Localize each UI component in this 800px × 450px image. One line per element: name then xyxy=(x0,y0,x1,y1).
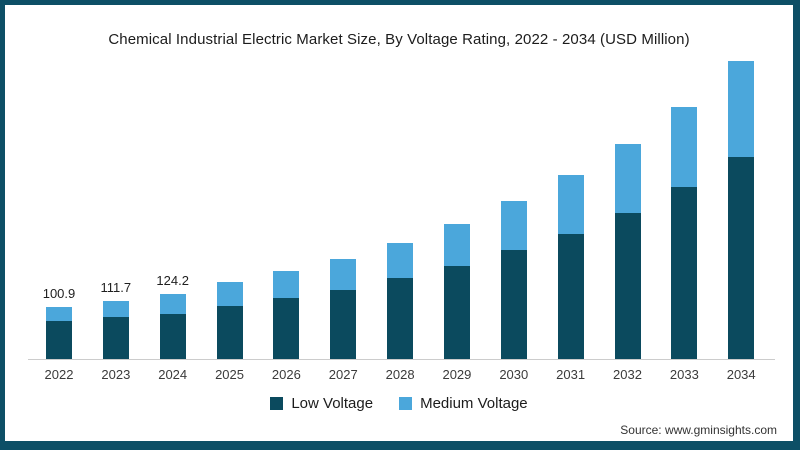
bar-segment-medium-voltage-2026 xyxy=(273,270,300,299)
legend-item-low-voltage: Low Voltage xyxy=(270,395,373,412)
bar-segment-medium-voltage-2029 xyxy=(443,224,470,267)
chart-title: Chemical Industrial Electric Market Size… xyxy=(108,31,690,48)
legend-swatch-medium-voltage-icon xyxy=(399,397,413,410)
x-axis-line xyxy=(28,359,775,360)
bar-2032 xyxy=(614,144,641,359)
bar-segment-medium-voltage-2023 xyxy=(102,300,129,318)
bar-2028 xyxy=(387,242,414,359)
x-tick-label-2033: 2033 xyxy=(669,367,699,382)
bar-segment-medium-voltage-2033 xyxy=(671,106,698,188)
x-tick-label-2030: 2030 xyxy=(499,367,529,382)
x-tick-label-2031: 2031 xyxy=(556,367,586,382)
x-tick-label-2029: 2029 xyxy=(442,367,472,382)
legend-label-low-voltage: Low Voltage xyxy=(291,395,374,412)
bar-value-label-2024: 124.2 xyxy=(156,273,189,289)
bar-2031 xyxy=(557,175,584,359)
bar-2023 xyxy=(102,300,129,359)
bar-segment-low-voltage-2030 xyxy=(500,250,527,359)
bar-segment-medium-voltage-2032 xyxy=(614,144,641,214)
legend-item-medium-voltage: Medium Voltage xyxy=(399,395,528,412)
bar-segment-low-voltage-2022 xyxy=(46,320,72,359)
bar-segment-low-voltage-2032 xyxy=(614,213,641,359)
x-tick-label-2022: 2022 xyxy=(44,367,74,382)
bar-value-label-2022: 100.9 xyxy=(42,285,76,301)
bar-segment-medium-voltage-2027 xyxy=(330,258,357,291)
bar-segment-low-voltage-2023 xyxy=(102,317,129,359)
bar-segment-low-voltage-2028 xyxy=(387,278,414,359)
legend-label-medium-voltage: Medium Voltage xyxy=(420,395,528,412)
bar-2022 xyxy=(46,306,72,359)
bar-segment-medium-voltage-2028 xyxy=(387,242,414,279)
bar-segment-low-voltage-2024 xyxy=(159,313,186,359)
x-tick-label-2027: 2027 xyxy=(328,367,358,382)
x-tick-label-2026: 2026 xyxy=(271,367,301,382)
bar-segment-low-voltage-2033 xyxy=(671,187,698,359)
x-tick-label-2023: 2023 xyxy=(101,367,131,382)
x-tick-label-2032: 2032 xyxy=(613,367,642,382)
bar-2024 xyxy=(159,294,186,359)
legend: Low Voltage Medium Voltage xyxy=(5,395,793,412)
bar-segment-medium-voltage-2024 xyxy=(159,294,186,314)
bar-segment-low-voltage-2026 xyxy=(273,298,300,359)
bar-segment-low-voltage-2029 xyxy=(443,266,470,359)
bar-2030 xyxy=(500,200,527,359)
bar-2034 xyxy=(728,61,755,359)
bar-segment-low-voltage-2025 xyxy=(216,305,243,359)
bar-2033 xyxy=(671,106,698,359)
bar-segment-medium-voltage-2031 xyxy=(557,175,584,234)
bar-segment-low-voltage-2031 xyxy=(557,233,584,359)
bar-2026 xyxy=(273,270,300,359)
bar-segment-low-voltage-2027 xyxy=(330,290,357,359)
bar-segment-medium-voltage-2022 xyxy=(46,306,72,321)
bar-segment-medium-voltage-2025 xyxy=(216,281,243,306)
source-credit: Source: www.gminsights.com xyxy=(620,423,777,437)
legend-swatch-low-voltage-icon xyxy=(270,397,284,410)
bar-2025 xyxy=(216,281,243,359)
x-tick-label-2034: 2034 xyxy=(726,367,756,382)
x-tick-label-2024: 2024 xyxy=(158,367,188,382)
bar-value-label-2023: 111.7 xyxy=(100,279,132,295)
bar-segment-medium-voltage-2034 xyxy=(728,61,755,158)
bar-2027 xyxy=(330,258,357,359)
bar-segment-medium-voltage-2030 xyxy=(500,200,527,251)
bar-segment-low-voltage-2034 xyxy=(728,157,755,359)
bar-2029 xyxy=(443,224,470,359)
x-tick-label-2025: 2025 xyxy=(215,367,244,382)
x-tick-label-2028: 2028 xyxy=(385,367,415,382)
